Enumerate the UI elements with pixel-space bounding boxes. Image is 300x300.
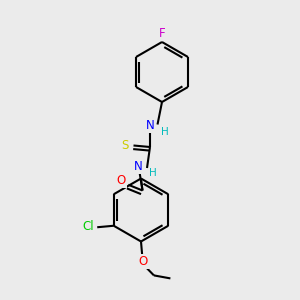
Text: O: O: [139, 255, 148, 268]
Text: Cl: Cl: [82, 220, 94, 233]
Text: N: N: [146, 119, 154, 133]
Text: N: N: [134, 160, 143, 173]
Text: F: F: [159, 27, 165, 40]
Text: H: H: [148, 168, 156, 178]
Text: H: H: [161, 127, 169, 137]
Text: S: S: [121, 139, 128, 152]
Text: O: O: [117, 174, 126, 187]
